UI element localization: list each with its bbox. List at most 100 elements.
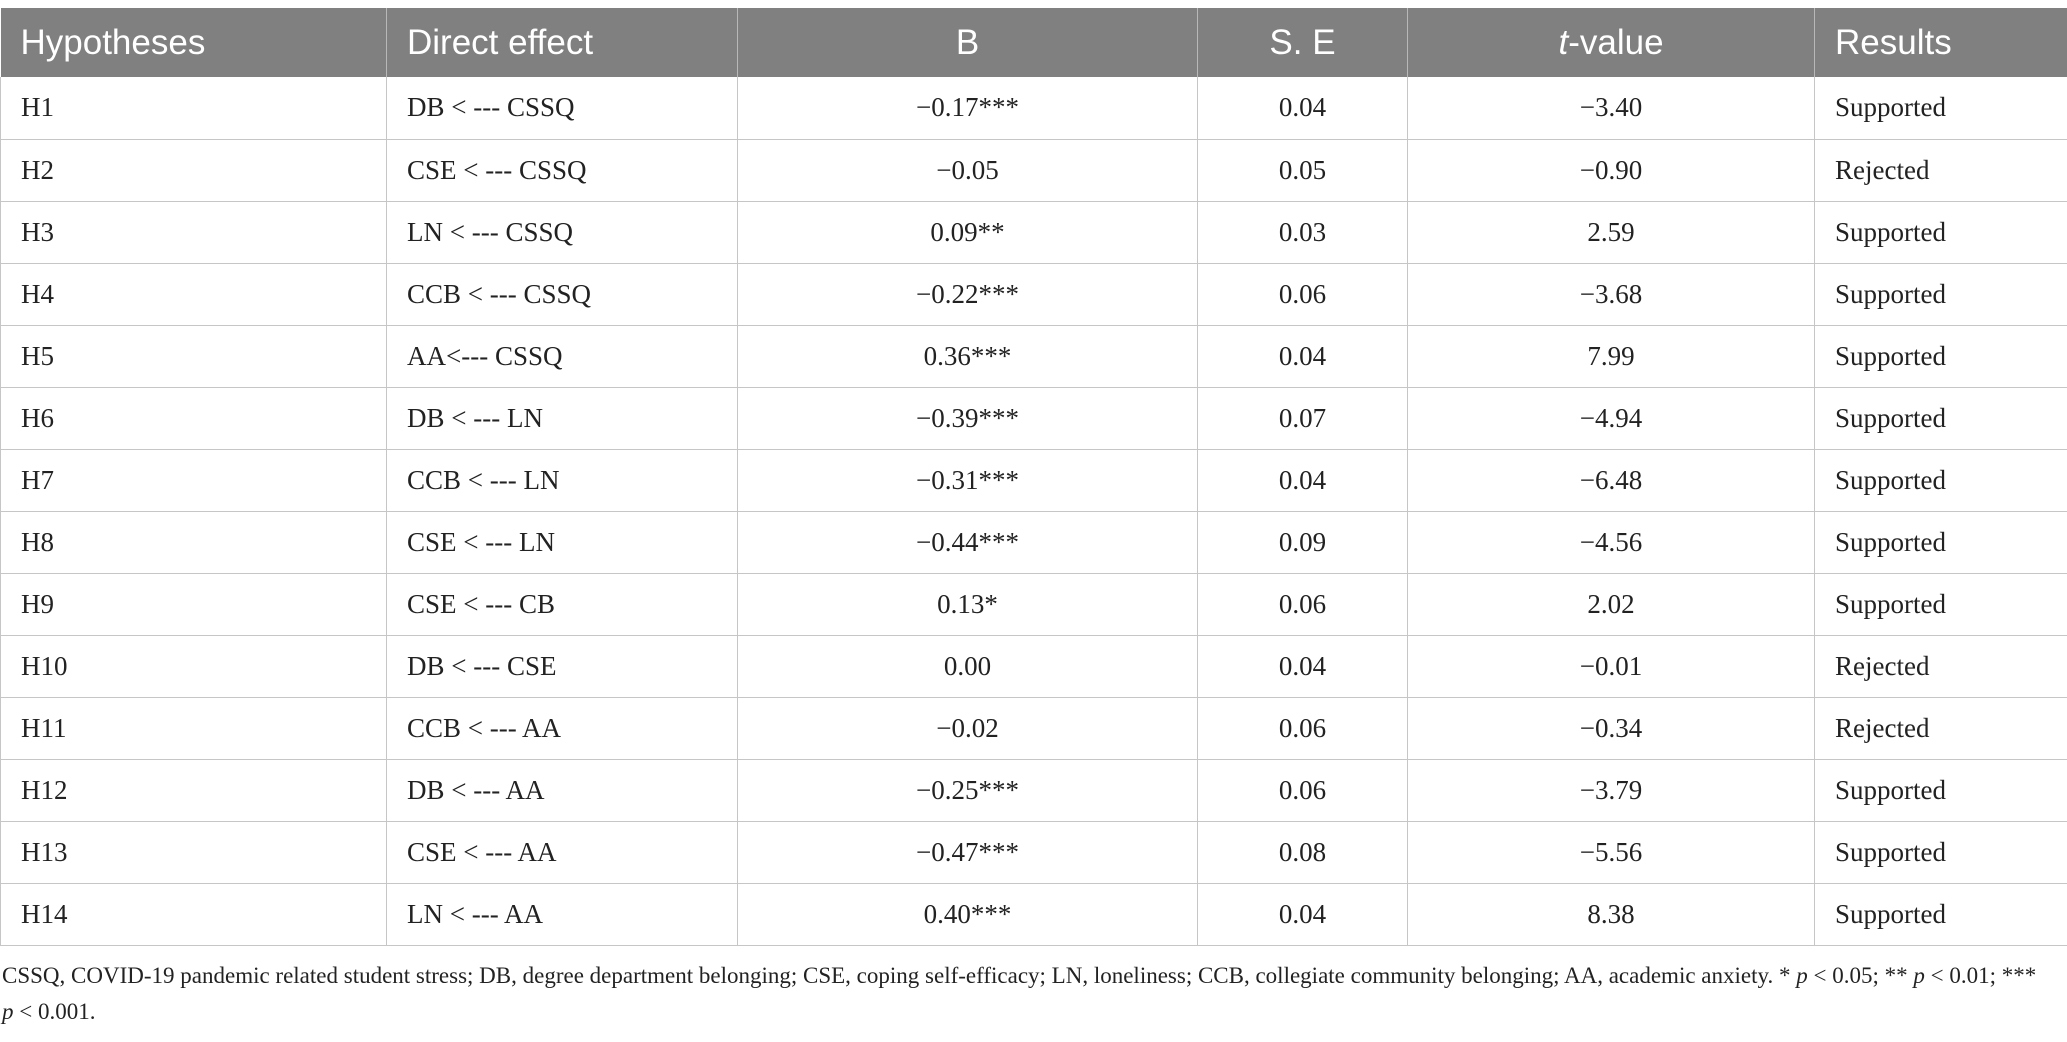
cell-hypothesis: H2 [0, 139, 387, 202]
hypotheses-results-table: Hypotheses Direct effect B S. E t-value … [0, 8, 2067, 946]
cell-result: Supported [1814, 883, 2067, 946]
cell-t-value: 7.99 [1407, 325, 1815, 388]
header-hypotheses: Hypotheses [20, 22, 206, 62]
cell-direct-effect: DB < --- AA [386, 759, 738, 822]
table-row: H6 DB < --- LN −0.39*** 0.07 −4.94 Supported [0, 387, 2067, 450]
cell-direct-effect: LN < --- CSSQ [386, 201, 738, 264]
table-row: H2 CSE < --- CSSQ −0.05 0.05 −0.90 Rejected [0, 139, 2067, 202]
table-row: H4 CCB < --- CSSQ −0.22*** 0.06 −3.68 Support… [0, 263, 2067, 326]
table-row: H1 DB < --- CSSQ −0.17*** 0.04 −3.40 Supporte… [0, 77, 2067, 140]
cell-b: −0.25*** [737, 759, 1198, 822]
cell-b: −0.22*** [737, 263, 1198, 326]
cell-b: −0.47*** [737, 821, 1198, 884]
cell-t-value: −0.01 [1407, 635, 1815, 698]
cell-direct-effect: DB < --- CSE [386, 635, 738, 698]
table-row: H14 LN < --- AA 0.40*** 0.04 8.38 Supported [0, 883, 2067, 946]
cell-result: Supported [1814, 77, 2067, 140]
cell-result: Rejected [1814, 697, 2067, 760]
cell-b: 0.00 [737, 635, 1198, 698]
cell-t-value: −3.68 [1407, 263, 1815, 326]
table-row: H7 CCB < --- LN −0.31*** 0.04 −6.48 Supported [0, 449, 2067, 512]
cell-result: Supported [1814, 573, 2067, 636]
cell-se: 0.04 [1197, 883, 1408, 946]
footnote-p3: p [2, 999, 14, 1024]
cell-se: 0.04 [1197, 635, 1408, 698]
table-row: H10 DB < --- CSE 0.00 0.04 −0.01 Rejected [0, 635, 2067, 698]
header-t-italic: t [1558, 22, 1569, 62]
cell-b: −0.02 [737, 697, 1198, 760]
cell-t-value: −4.56 [1407, 511, 1815, 574]
cell-se: 0.06 [1197, 759, 1408, 822]
table-row: H8 CSE < --- LN −0.44*** 0.09 −4.56 Supported [0, 511, 2067, 574]
cell-hypothesis: H14 [0, 883, 387, 946]
cell-result: Rejected [1814, 139, 2067, 202]
cell-b: −0.44*** [737, 511, 1198, 574]
cell-hypothesis: H8 [0, 511, 387, 574]
cell-b: −0.05 [737, 139, 1198, 202]
cell-se: 0.07 [1197, 387, 1408, 450]
cell-direct-effect: CCB < --- AA [386, 697, 738, 760]
cell-result: Supported [1814, 325, 2067, 388]
cell-hypothesis: H3 [0, 201, 387, 264]
cell-hypothesis: H9 [0, 573, 387, 636]
cell-hypothesis: H11 [0, 697, 387, 760]
cell-direct-effect: CSE < --- LN [386, 511, 738, 574]
footnote-p2: p [1913, 963, 1925, 988]
cell-t-value: −6.48 [1407, 449, 1815, 512]
table-row: H9 CSE < --- CB 0.13* 0.06 2.02 Supported [0, 573, 2067, 636]
cell-se: 0.06 [1197, 573, 1408, 636]
cell-se: 0.06 [1197, 263, 1408, 326]
header-row: Hypotheses Direct effect B S. E t-value … [0, 8, 2067, 77]
cell-se: 0.06 [1197, 697, 1408, 760]
header-t-value: t-value [1407, 8, 1815, 77]
cell-b: 0.36*** [737, 325, 1198, 388]
cell-t-value: 2.02 [1407, 573, 1815, 636]
footnote-abbreviations: CSSQ, COVID-19 pandemic related student … [2, 963, 1797, 988]
cell-t-value: −3.40 [1407, 77, 1815, 140]
cell-result: Supported [1814, 449, 2067, 512]
cell-t-value: −4.94 [1407, 387, 1815, 450]
table-row: H12 DB < --- AA −0.25*** 0.06 −3.79 Supported [0, 759, 2067, 822]
table-row: H11 CCB < --- AA −0.02 0.06 −0.34 Rejected [0, 697, 2067, 760]
cell-result: Supported [1814, 263, 2067, 326]
table-footnote: CSSQ, COVID-19 pandemic related student … [2, 958, 2052, 1030]
cell-t-value: −5.56 [1407, 821, 1815, 884]
cell-direct-effect: CSE < --- CSSQ [386, 139, 738, 202]
cell-hypothesis: H13 [0, 821, 387, 884]
cell-hypothesis: H10 [0, 635, 387, 698]
cell-hypothesis: H5 [0, 325, 387, 388]
cell-direct-effect: AA<--- CSSQ [386, 325, 738, 388]
cell-direct-effect: CCB < --- LN [386, 449, 738, 512]
header-results: Results [1814, 8, 2067, 77]
cell-hypothesis: H6 [0, 387, 387, 450]
header-se: S. E [1197, 8, 1408, 77]
cell-hypothesis: H1 [0, 77, 387, 140]
cell-hypothesis: H12 [0, 759, 387, 822]
cell-t-value: −0.90 [1407, 139, 1815, 202]
cell-direct-effect: LN < --- AA [386, 883, 738, 946]
cell-b: 0.09** [737, 201, 1198, 264]
cell-b: −0.17*** [737, 77, 1198, 140]
cell-se: 0.04 [1197, 77, 1408, 140]
cell-se: 0.09 [1197, 511, 1408, 574]
footnote-sig1: < 0.05; ** [1807, 963, 1914, 988]
cell-se: 0.04 [1197, 449, 1408, 512]
cell-result: Supported [1814, 759, 2067, 822]
cell-hypothesis: H4 [0, 263, 387, 326]
footnote-sig2: < 0.01; *** [1924, 963, 2037, 988]
cell-result: Supported [1814, 821, 2067, 884]
cell-b: 0.40*** [737, 883, 1198, 946]
footnote-p1: p [1796, 963, 1808, 988]
cell-direct-effect: CCB < --- CSSQ [386, 263, 738, 326]
cell-b: −0.31*** [737, 449, 1198, 512]
cell-direct-effect: CSE < --- CB [386, 573, 738, 636]
cell-result: Supported [1814, 511, 2067, 574]
footnote-sig3: < 0.001. [13, 999, 96, 1024]
cell-se: 0.03 [1197, 201, 1408, 264]
cell-se: 0.05 [1197, 139, 1408, 202]
cell-hypothesis: H7 [0, 449, 387, 512]
header-b: B [737, 8, 1198, 77]
cell-t-value: −0.34 [1407, 697, 1815, 760]
cell-direct-effect: CSE < --- AA [386, 821, 738, 884]
table-row: H13 CSE < --- AA −0.47*** 0.08 −5.56 Supporte… [0, 821, 2067, 884]
